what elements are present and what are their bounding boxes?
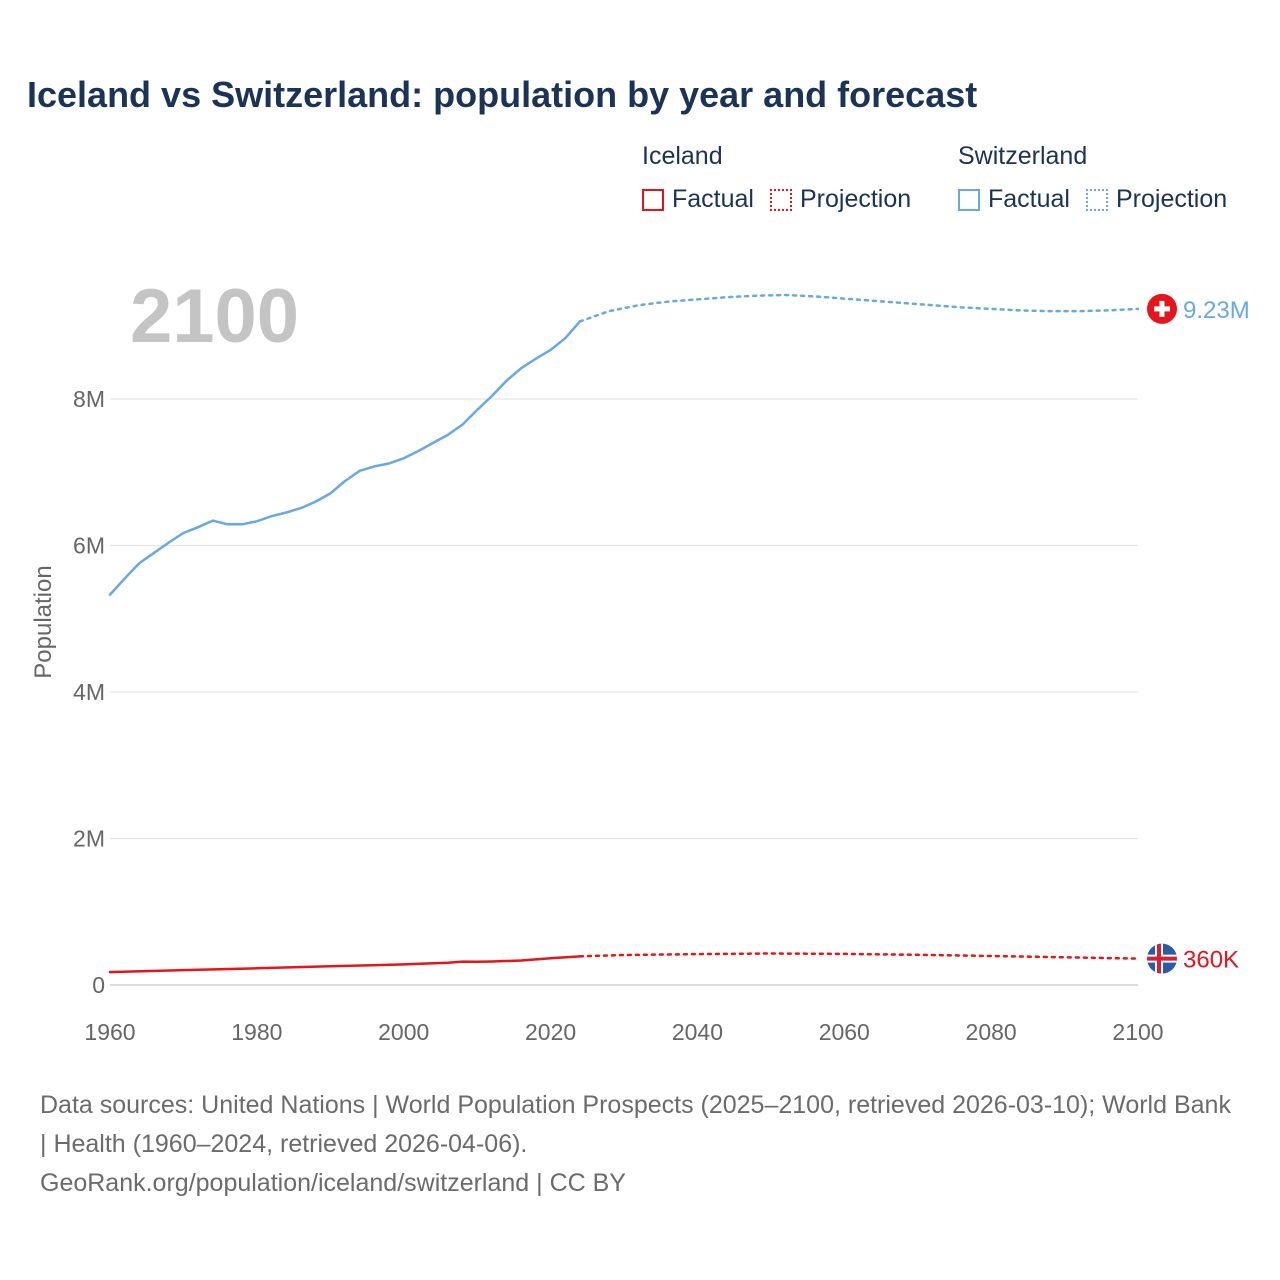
x-tick-label: 2000 [378,1019,429,1045]
y-tick-label: 0 [92,972,105,998]
x-tick-label: 2080 [966,1019,1017,1045]
legend-iceland-factual[interactable]: Factual [642,185,754,214]
legend-swatch-solid [958,188,980,211]
legend-swatch-dotted [769,188,792,211]
switzerland-end-value-label: 9.23M [1183,297,1250,324]
y-axis-label: Population [30,565,57,678]
y-tick-label: 4M [73,679,105,705]
iceland-flag-icon [1147,943,1177,974]
legend-iceland-name: Iceland [642,142,723,170]
y-tick-label: 8M [73,386,105,412]
current-year-label: 2100 [130,274,299,359]
legend-iceland: Iceland Factual Projection [642,142,927,214]
iceland-factual-line[interactable] [108,955,582,974]
x-tick-label: 1960 [84,1019,135,1045]
legend-switzerland-projection-label: Projection [1115,185,1228,213]
end-markers: 9.23M 360K [1147,293,1250,974]
switzerland-projection-line[interactable] [578,293,1140,323]
y-tick-label: 6M [73,533,105,559]
switzerland-factual-line[interactable] [108,320,582,596]
legend-switzerland-projection[interactable]: Projection [1085,185,1228,214]
legend-switzerland-name: Switzerland [958,142,1088,170]
chart-title: Iceland vs Switzerland: population by ye… [27,74,978,115]
x-tick-label: 1980 [231,1019,282,1045]
iceland-end-value-label: 360K [1183,947,1239,974]
y-axis: 0 2M 4M 6M 8M [73,386,105,998]
x-tick-label: 2060 [819,1019,870,1045]
grid [110,398,1138,986]
legend-switzerland-factual-label: Factual [988,185,1070,213]
x-tick-label: 2100 [1112,1019,1163,1045]
series-lines [108,293,1140,974]
legend-switzerland: Switzerland Factual Projection [958,142,1243,214]
credit-link[interactable]: GeoRank.org/population/iceland/switzerla… [40,1169,626,1197]
x-tick-label: 2020 [525,1019,576,1045]
legend-switzerland-factual[interactable]: Factual [958,185,1070,214]
data-sources: Data sources: United Nations | World Pop… [40,1091,1231,1158]
legend-iceland-projection-label: Projection [799,185,912,213]
y-tick-label: 2M [73,826,105,852]
legend-iceland-factual-label: Factual [672,185,754,213]
legend-swatch-solid [642,188,664,211]
switzerland-flag-icon [1147,293,1177,324]
legend-swatch-dotted [1085,188,1108,211]
legend-iceland-projection[interactable]: Projection [769,185,912,214]
x-axis: 1960 1980 2000 2020 2040 2060 2080 2100 [84,1019,1163,1045]
iceland-projection-line[interactable] [578,952,1140,960]
x-tick-label: 2040 [672,1019,723,1045]
footer: Data sources: United Nations | World Pop… [40,1086,1240,1203]
